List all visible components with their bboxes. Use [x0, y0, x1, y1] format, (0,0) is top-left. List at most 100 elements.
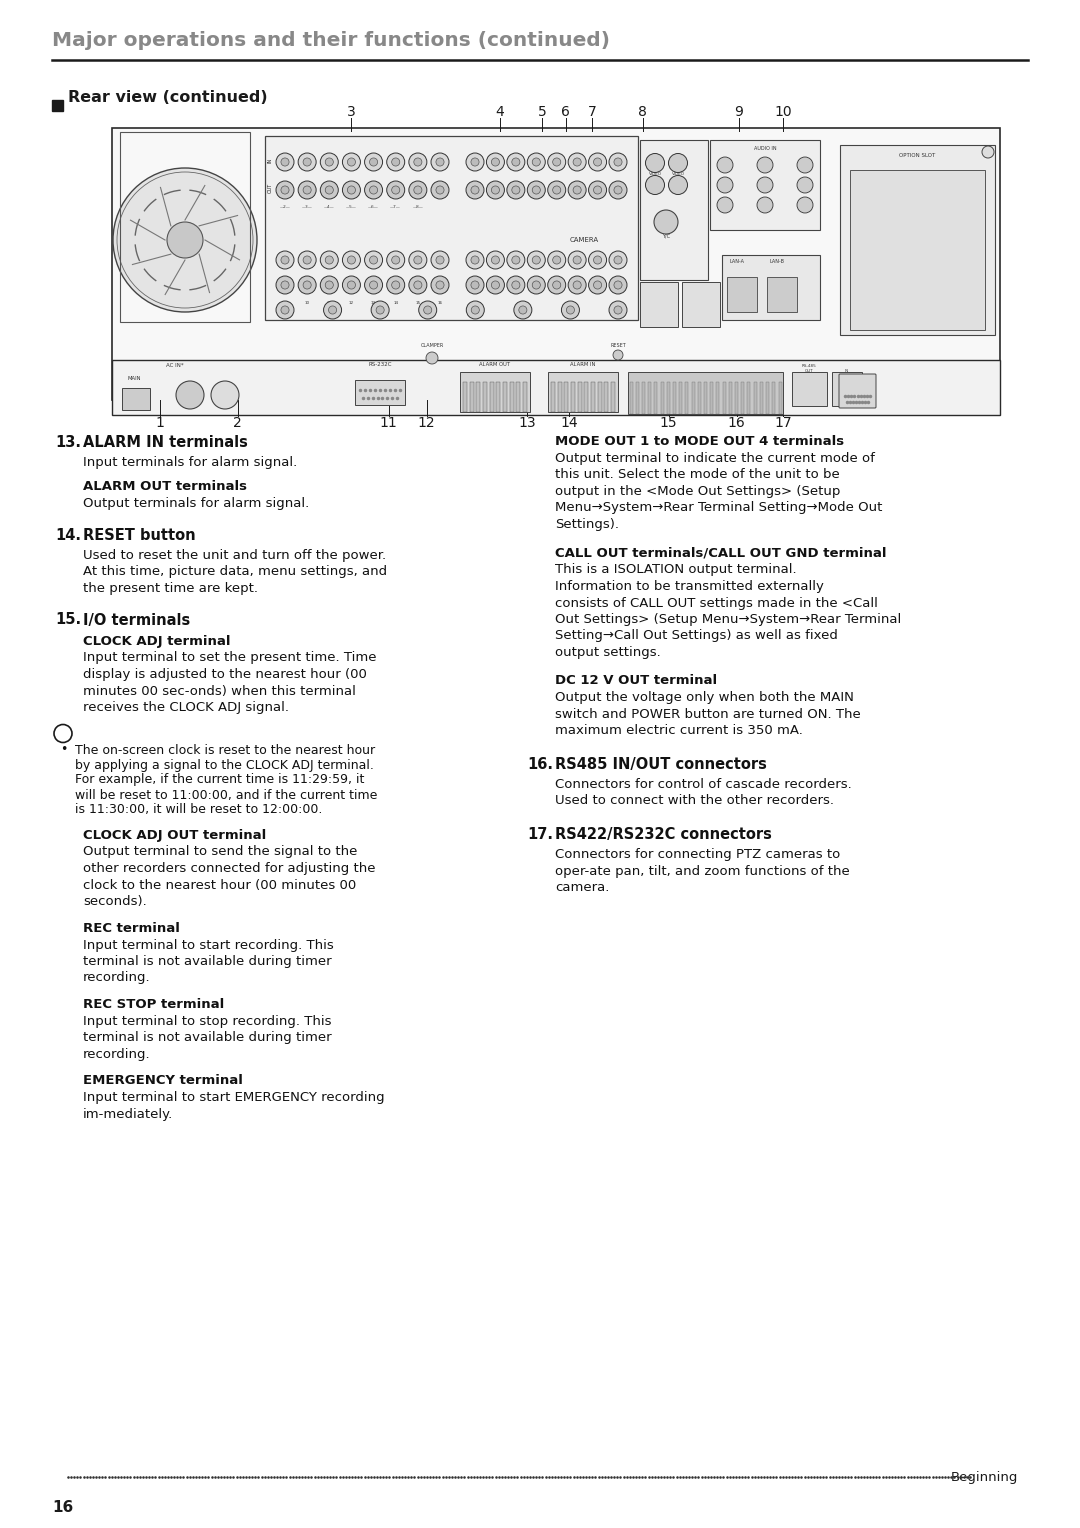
- Text: receives the CLOCK ADJ signal.: receives the CLOCK ADJ signal.: [83, 701, 289, 714]
- Text: 17: 17: [774, 416, 792, 429]
- Text: RS422/RS232C connectors: RS422/RS232C connectors: [555, 827, 772, 842]
- Circle shape: [436, 281, 444, 289]
- Circle shape: [365, 277, 382, 293]
- Text: LAN-A: LAN-A: [729, 260, 744, 264]
- Text: Output terminals for alarm signal.: Output terminals for alarm signal.: [83, 498, 309, 510]
- Text: ALARM OUT: ALARM OUT: [480, 362, 511, 367]
- Text: RS485 IN/OUT connectors: RS485 IN/OUT connectors: [555, 756, 767, 772]
- Bar: [666, 382, 670, 414]
- Text: 12: 12: [349, 301, 354, 306]
- Text: output settings.: output settings.: [555, 646, 661, 659]
- Circle shape: [409, 153, 427, 171]
- Circle shape: [471, 186, 480, 194]
- Text: RESET: RESET: [610, 342, 626, 348]
- Circle shape: [532, 257, 540, 264]
- Text: output in the <Mode Out Settings> (Setup: output in the <Mode Out Settings> (Setup: [555, 484, 840, 498]
- Circle shape: [387, 277, 405, 293]
- Circle shape: [613, 350, 623, 361]
- Circle shape: [369, 257, 378, 264]
- Bar: [840, 145, 995, 335]
- Text: 13.: 13.: [55, 435, 81, 451]
- Circle shape: [276, 251, 294, 269]
- Bar: [648, 382, 651, 414]
- Circle shape: [303, 186, 311, 194]
- Text: RESET button: RESET button: [83, 529, 195, 542]
- Circle shape: [568, 277, 586, 293]
- Bar: [470, 382, 474, 413]
- Circle shape: [609, 301, 627, 319]
- Circle shape: [369, 157, 378, 167]
- Text: switch and POWER button are turned ON. The: switch and POWER button are turned ON. T…: [555, 707, 861, 721]
- Circle shape: [797, 177, 813, 193]
- Text: 16: 16: [437, 301, 443, 306]
- Text: will be reset to 11:00:00, and if the current time: will be reset to 11:00:00, and if the cu…: [75, 788, 377, 802]
- Circle shape: [573, 157, 581, 167]
- Bar: [723, 382, 726, 414]
- Text: 16.: 16.: [527, 756, 553, 772]
- Circle shape: [594, 157, 602, 167]
- Circle shape: [372, 301, 389, 319]
- Bar: [747, 382, 751, 414]
- Circle shape: [298, 251, 316, 269]
- Circle shape: [281, 186, 289, 194]
- Circle shape: [609, 277, 627, 293]
- Text: 6: 6: [562, 105, 570, 119]
- Bar: [681, 283, 720, 327]
- Text: VIDEO: VIDEO: [648, 173, 661, 176]
- Bar: [551, 382, 555, 413]
- Text: CLOCK ADJ OUT terminal: CLOCK ADJ OUT terminal: [83, 828, 267, 842]
- Text: Input terminal to start EMERGENCY recording: Input terminal to start EMERGENCY record…: [83, 1091, 384, 1105]
- Circle shape: [613, 257, 622, 264]
- Text: EMERGENCY terminal: EMERGENCY terminal: [83, 1074, 243, 1088]
- Circle shape: [465, 153, 484, 171]
- Circle shape: [757, 197, 773, 212]
- Text: CALL OUT terminals/CALL OUT GND terminal: CALL OUT terminals/CALL OUT GND terminal: [555, 547, 887, 559]
- Circle shape: [532, 157, 540, 167]
- Text: ALARM OUT terminals: ALARM OUT terminals: [83, 480, 247, 494]
- Circle shape: [436, 157, 444, 167]
- Text: OUT: OUT: [268, 183, 272, 193]
- Circle shape: [276, 301, 294, 319]
- Circle shape: [431, 277, 449, 293]
- Circle shape: [325, 257, 334, 264]
- Circle shape: [757, 157, 773, 173]
- Text: consists of CALL OUT settings made in the <Call: consists of CALL OUT settings made in th…: [555, 596, 878, 610]
- Bar: [597, 382, 602, 413]
- Bar: [673, 382, 676, 414]
- Bar: [122, 388, 150, 410]
- Bar: [489, 382, 494, 413]
- Bar: [642, 382, 645, 414]
- Text: by applying a signal to the CLOCK ADJ terminal.: by applying a signal to the CLOCK ADJ te…: [75, 758, 374, 772]
- Circle shape: [321, 153, 338, 171]
- Bar: [483, 382, 487, 413]
- Bar: [779, 382, 782, 414]
- Bar: [741, 382, 744, 414]
- Bar: [510, 382, 514, 413]
- Circle shape: [757, 177, 773, 193]
- Circle shape: [471, 281, 480, 289]
- Circle shape: [365, 251, 382, 269]
- Circle shape: [321, 180, 338, 199]
- Bar: [767, 277, 797, 312]
- Circle shape: [717, 177, 733, 193]
- Circle shape: [553, 281, 561, 289]
- Text: 14: 14: [561, 416, 578, 429]
- Circle shape: [392, 281, 400, 289]
- Text: CLAMPER: CLAMPER: [420, 342, 444, 348]
- Circle shape: [669, 176, 688, 194]
- Circle shape: [514, 301, 531, 319]
- Text: At this time, picture data, menu settings, and: At this time, picture data, menu setting…: [83, 565, 387, 579]
- Circle shape: [348, 157, 355, 167]
- Text: 8: 8: [638, 105, 647, 119]
- Circle shape: [348, 257, 355, 264]
- Bar: [691, 382, 694, 414]
- Circle shape: [553, 257, 561, 264]
- Circle shape: [646, 153, 664, 173]
- Text: CAMERA: CAMERA: [569, 237, 598, 243]
- Circle shape: [609, 251, 627, 269]
- Bar: [636, 382, 638, 414]
- Bar: [476, 382, 481, 413]
- Text: 9: 9: [284, 301, 286, 306]
- Circle shape: [486, 180, 504, 199]
- Bar: [523, 382, 527, 413]
